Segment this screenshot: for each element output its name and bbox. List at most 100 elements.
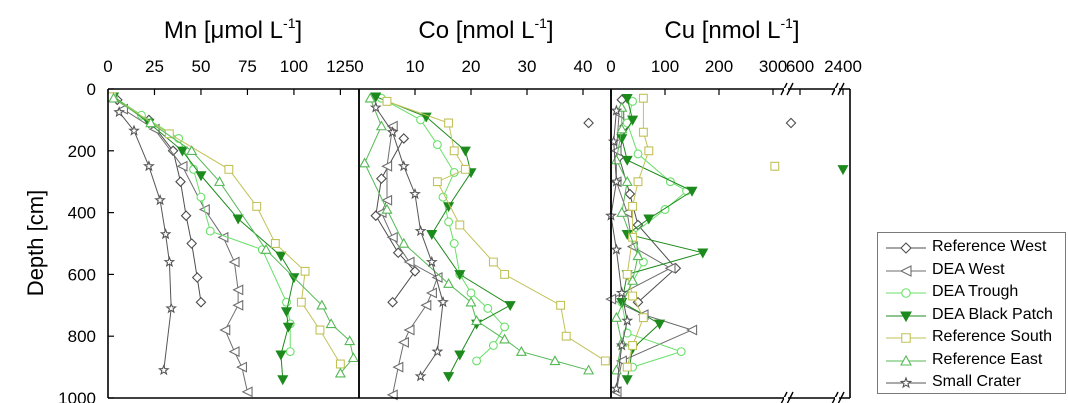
- data-point: [444, 217, 454, 227]
- panel-0-x-ticks: 0 25 50 75 100 125: [103, 57, 355, 95]
- data-point: [616, 123, 628, 134]
- data-point: [616, 134, 628, 145]
- data-point: [359, 157, 371, 168]
- legend-item: Small Crater: [884, 372, 1064, 394]
- data-point: [241, 386, 253, 398]
- data-point: [376, 173, 387, 184]
- data-point: [610, 175, 623, 187]
- data-point: [621, 94, 633, 105]
- y-tick-label: 400: [68, 204, 96, 223]
- data-point: [488, 341, 498, 350]
- data-point: [232, 299, 244, 311]
- x-tick-label: 50: [192, 57, 211, 76]
- legend-label: Reference South: [932, 328, 1053, 345]
- x-tick-label: 25: [145, 57, 164, 76]
- data-point: [398, 133, 410, 144]
- panel-1-title-sup: -1: [534, 15, 547, 31]
- data-point: [500, 322, 510, 332]
- legend-symbol: [886, 354, 926, 366]
- data-point: [454, 270, 466, 281]
- data-point: [621, 314, 634, 326]
- series-line: [111, 96, 341, 365]
- axis-break-gap: [784, 397, 788, 399]
- data-point: [600, 356, 610, 366]
- series-line: [113, 96, 291, 352]
- legend-marker: [899, 264, 912, 277]
- data-point: [315, 325, 325, 335]
- data-point: [277, 375, 289, 386]
- data-point: [610, 311, 622, 322]
- data-point: [398, 237, 410, 248]
- data-point: [610, 382, 623, 394]
- legend-symbol: [886, 242, 926, 254]
- y-tick-label: 800: [68, 327, 96, 346]
- data-point: [616, 206, 628, 217]
- data-point: [387, 296, 398, 308]
- x-tick-label: 100: [651, 57, 679, 76]
- panel-0-title: Mn [μmol L-1]: [164, 15, 302, 44]
- data-point: [414, 224, 427, 237]
- axis-break-mark: [786, 391, 794, 403]
- data-point: [644, 146, 654, 156]
- data-point: [627, 115, 639, 126]
- data-point: [364, 92, 376, 103]
- data-point: [556, 300, 566, 310]
- data-point: [275, 251, 287, 262]
- legend-symbol: [886, 376, 926, 389]
- panel-1-title-main: Co [nmol L: [418, 17, 534, 44]
- data-point: [296, 297, 306, 307]
- data-point: [186, 238, 198, 249]
- data-point: [488, 257, 498, 267]
- panel-0: 0 25 50 75 100 125: [103, 57, 360, 399]
- data-point: [621, 155, 633, 166]
- data-point: [465, 296, 477, 307]
- data-point: [409, 265, 421, 277]
- legend-item: Reference South: [884, 327, 1064, 349]
- data-point: [621, 175, 633, 186]
- x-tick-label: 0: [103, 57, 112, 76]
- series-reference-west: [370, 117, 594, 308]
- data-point: [471, 315, 483, 325]
- data-point: [499, 333, 511, 344]
- data-point: [654, 319, 666, 330]
- series-reference-east: [108, 92, 359, 378]
- x-tick-label: 100: [280, 57, 308, 76]
- data-point: [443, 277, 455, 288]
- legend-symbol: [886, 333, 926, 343]
- legend-item: DEA Black Patch: [884, 305, 1064, 327]
- data-point: [386, 126, 399, 138]
- data-point: [270, 239, 280, 248]
- data-point: [443, 372, 455, 383]
- data-point: [455, 220, 465, 230]
- series-line: [118, 111, 172, 371]
- data-point: [180, 210, 192, 222]
- data-point: [615, 286, 628, 298]
- series-small-crater: [369, 101, 449, 382]
- legend-item: Reference East: [884, 350, 1064, 372]
- y-axis-label: Depth [cm]: [23, 190, 48, 296]
- data-point: [176, 160, 188, 172]
- data-point: [628, 341, 638, 350]
- axis-break-gap: [784, 88, 788, 90]
- y-tick-label: 600: [68, 265, 96, 284]
- data-point: [676, 347, 686, 357]
- data-point: [232, 214, 244, 225]
- data-point: [638, 93, 648, 103]
- legend-marker: [900, 242, 912, 254]
- data-point: [236, 361, 248, 373]
- panel-1-title-end: ]: [547, 17, 554, 44]
- y-ticks: 0 200 400 600 800 1000: [58, 80, 114, 403]
- data-point: [561, 331, 571, 341]
- data-point: [425, 255, 438, 268]
- data-point: [610, 104, 623, 116]
- x-tick-label: 75: [238, 57, 257, 76]
- x-tick-label: 600: [786, 57, 814, 76]
- data-point: [392, 247, 404, 259]
- data-point: [622, 269, 632, 279]
- data-point: [628, 96, 638, 106]
- x-tick-label: 30: [518, 57, 537, 76]
- data-point: [409, 187, 421, 200]
- data-point: [381, 194, 393, 206]
